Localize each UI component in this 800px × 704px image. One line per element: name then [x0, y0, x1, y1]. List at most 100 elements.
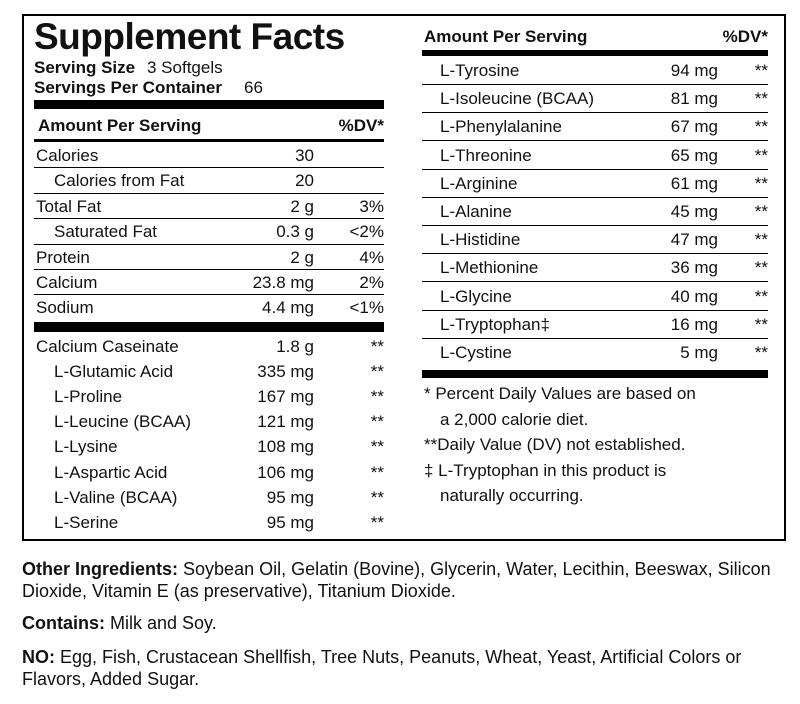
nutrient-name: L-Alanine	[440, 202, 512, 221]
right-header: Amount Per Serving %DV*	[422, 24, 768, 49]
thick-rule	[34, 322, 384, 332]
amount: 4.4 mg	[262, 298, 314, 318]
daily-value: **	[754, 202, 768, 221]
header-dv: %DV*	[722, 27, 768, 46]
amount: 5 mg	[680, 343, 718, 362]
nutrient-name: L-Aspartic Acid	[54, 462, 168, 482]
nutrient-name: L-Cystine	[440, 343, 512, 362]
facts-row: Calcium 23.8 mg 2%	[34, 270, 384, 296]
daily-value: **	[370, 512, 384, 532]
facts-row: L-Serine 95 mg **	[34, 510, 384, 535]
facts-row: Saturated Fat 0.3 g <2%	[34, 219, 385, 245]
daily-value: **	[370, 362, 384, 382]
facts-row: L-Tyrosine 94 mg **	[422, 57, 768, 85]
daily-value: **	[370, 462, 384, 482]
facts-row: L-Aspartic Acid 106 mg **	[34, 460, 384, 485]
amount: 65 mg	[670, 145, 718, 165]
nutrient-name: Total Fat	[36, 196, 102, 216]
nutrient-name: L-Proline	[54, 387, 123, 407]
facts-row: L-Cystine 5 mg **	[422, 339, 768, 367]
nutrient-name: Calories from Fat	[54, 171, 185, 191]
label: Other Ingredients:	[22, 559, 179, 579]
nutrient-name: Calcium	[36, 273, 98, 292]
other-ingredients: Other Ingredients: Soybean Oil, Gelatin …	[22, 558, 787, 602]
daily-value: **	[754, 89, 768, 109]
nutrient-name: L-Leucine (BCAA)	[54, 412, 192, 432]
daily-value: **	[370, 487, 384, 507]
amount: 95 mg	[266, 512, 314, 532]
facts-row: L-Arginine 61 mg **	[422, 170, 768, 198]
serving-size-value: 3 Softgels	[147, 58, 223, 77]
nutrient-name: Sodium	[36, 298, 94, 318]
facts-row: Protein 2 g 4%	[34, 245, 384, 270]
amount: 94 mg	[670, 61, 718, 80]
text: Egg, Fish, Crustacean Shellfish, Tree Nu…	[22, 647, 742, 689]
nutrient-name: Saturated Fat	[54, 222, 158, 242]
nutrient-name: Protein	[36, 247, 90, 267]
nutrient-name: L-Glutamic Acid	[54, 362, 174, 382]
daily-value: **	[754, 314, 768, 334]
daily-value: **	[754, 258, 768, 278]
daily-value: 4%	[359, 247, 384, 267]
amount: 2 g	[290, 196, 314, 216]
daily-value: **	[370, 412, 384, 432]
facts-row: Calories from Fat 20	[34, 168, 384, 194]
amount: 20	[295, 171, 314, 191]
facts-row: L-Threonine 65 mg **	[422, 142, 768, 170]
serving-size-label: Serving Size	[34, 58, 136, 77]
amount: 2 g	[290, 247, 314, 267]
daily-value: <1%	[349, 298, 385, 318]
header-amount: Amount Per Serving	[424, 27, 588, 46]
daily-value: 3%	[359, 196, 384, 216]
footnote-line: naturally occurring.	[440, 486, 584, 505]
facts-row: L-Glutamic Acid 335 mg **	[34, 359, 384, 384]
daily-value: **	[754, 343, 768, 362]
thick-rule	[422, 50, 768, 56]
thick-rule	[422, 370, 768, 378]
daily-value: **	[754, 230, 768, 250]
footnote-line: **Daily Value (DV) not established.	[424, 435, 686, 454]
nutrient-name: L-Valine (BCAA)	[54, 487, 178, 507]
left-header: Amount Per Serving %DV*	[34, 113, 384, 138]
thick-rule	[34, 100, 384, 109]
facts-row: L-Phenylalanine 67 mg **	[422, 113, 768, 142]
daily-value: **	[370, 337, 384, 356]
header-dv: %DV*	[338, 116, 384, 135]
amount: 108 mg	[257, 437, 314, 457]
facts-row: Sodium 4.4 mg <1%	[34, 295, 384, 320]
servings-value: 66	[244, 78, 263, 97]
facts-row: L-Alanine 45 mg **	[422, 198, 768, 226]
amount: 67 mg	[670, 117, 718, 137]
title: Supplement Facts	[34, 16, 345, 57]
nutrient-name: L-Phenylalanine	[440, 117, 562, 137]
facts-box	[22, 14, 786, 541]
amount: 30	[295, 146, 314, 165]
daily-value: **	[754, 173, 768, 193]
facts-row: L-Lysine 108 mg **	[34, 434, 384, 459]
amount: 23.8 mg	[252, 273, 314, 292]
footnote-line: ‡ L-Tryptophan in this product is	[424, 460, 667, 480]
contains: Contains: Milk and Soy.	[22, 612, 787, 634]
facts-row: L-Glycine 40 mg **	[422, 283, 768, 311]
footnote-line: * Percent Daily Values are based on	[424, 384, 696, 403]
servings-label: Servings Per Container	[34, 78, 223, 97]
facts-row: L-Valine (BCAA) 95 mg **	[34, 485, 384, 510]
facts-row: L-Histidine 47 mg **	[422, 226, 768, 255]
amount: 1.8 g	[276, 337, 314, 356]
header-amount: Amount Per Serving	[38, 116, 202, 135]
nutrient-name: L-Histidine	[440, 230, 521, 250]
nutrient-name: L-Threonine	[440, 145, 532, 165]
amount: 47 mg	[670, 230, 718, 250]
daily-value: 2%	[359, 273, 384, 292]
facts-row: L-Proline 167 mg **	[34, 384, 384, 409]
label: Contains:	[22, 613, 105, 633]
nutrient-name: L-Glycine	[440, 286, 512, 306]
daily-value: <2%	[349, 222, 385, 242]
amount: 40 mg	[670, 286, 718, 306]
footnote-line: a 2,000 calorie diet.	[440, 409, 589, 429]
amount: 167 mg	[257, 387, 314, 407]
facts-row: L-Leucine (BCAA) 121 mg **	[34, 409, 384, 434]
facts-row: L-Methionine 36 mg **	[422, 254, 768, 283]
